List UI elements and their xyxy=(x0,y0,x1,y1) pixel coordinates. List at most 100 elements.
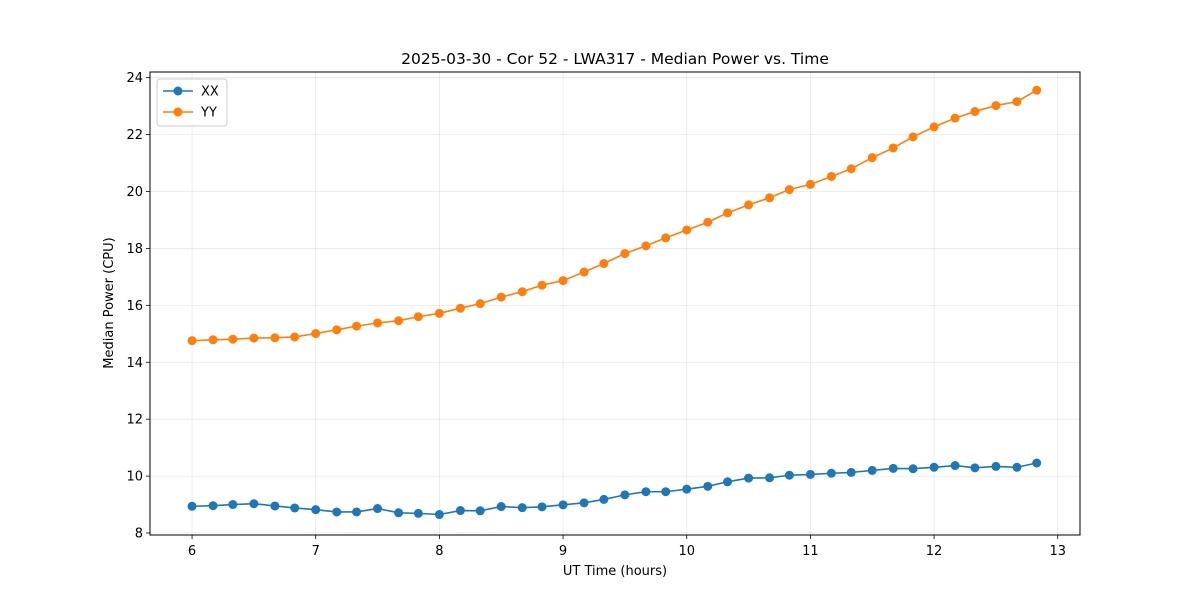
series-layer xyxy=(187,85,1042,520)
data-point-xx xyxy=(888,463,898,473)
data-point-xx xyxy=(187,501,197,511)
data-point-yy xyxy=(1032,85,1042,95)
data-point-yy xyxy=(537,280,547,290)
data-point-yy xyxy=(434,308,444,318)
data-point-yy xyxy=(784,185,794,195)
data-point-xx xyxy=(249,499,259,509)
x-tick-label: 7 xyxy=(312,544,320,559)
data-point-yy xyxy=(558,276,568,286)
data-point-yy xyxy=(765,193,775,203)
data-point-xx xyxy=(867,465,877,475)
data-point-yy xyxy=(290,332,300,342)
legend: XX YY xyxy=(156,78,228,127)
data-point-yy xyxy=(332,325,342,335)
data-point-xx xyxy=(373,504,383,514)
data-point-yy xyxy=(1012,97,1022,107)
data-point-xx xyxy=(661,487,671,497)
data-point-xx xyxy=(1012,462,1022,472)
data-point-xx xyxy=(599,494,609,504)
data-point-xx xyxy=(641,487,651,497)
data-point-yy xyxy=(888,143,898,153)
data-point-yy xyxy=(394,316,404,326)
data-point-yy xyxy=(496,292,506,302)
data-point-xx xyxy=(311,505,321,515)
data-point-xx xyxy=(537,502,547,512)
data-point-yy xyxy=(579,267,589,277)
data-point-xx xyxy=(723,477,733,487)
data-point-xx xyxy=(394,508,404,518)
x-tick-label: 12 xyxy=(926,544,943,559)
data-point-xx xyxy=(805,469,815,479)
data-point-xx xyxy=(475,506,485,516)
data-point-yy xyxy=(208,335,218,345)
data-point-yy xyxy=(929,122,939,132)
data-point-yy xyxy=(455,303,465,313)
data-point-xx xyxy=(1032,458,1042,468)
y-tick-label: 12 xyxy=(126,413,143,428)
data-point-yy xyxy=(950,113,960,123)
data-point-xx xyxy=(991,461,1001,471)
legend-marker-xx xyxy=(173,86,183,96)
x-tick-label: 13 xyxy=(1049,544,1066,559)
data-point-yy xyxy=(413,312,423,322)
x-tick-label: 8 xyxy=(435,544,443,559)
data-point-yy xyxy=(908,132,918,142)
x-axis-label: UT Time (hours) xyxy=(563,564,667,579)
y-tick-label: 22 xyxy=(126,128,143,143)
data-point-xx xyxy=(784,470,794,480)
data-point-yy xyxy=(703,217,713,227)
data-point-xx xyxy=(744,473,754,483)
data-point-xx xyxy=(558,500,568,510)
data-point-xx xyxy=(846,467,856,477)
data-point-yy xyxy=(187,336,197,346)
x-tick-label: 11 xyxy=(802,544,819,559)
data-point-yy xyxy=(517,287,527,297)
y-tick-label: 20 xyxy=(126,185,143,200)
data-point-yy xyxy=(682,225,692,235)
data-point-yy xyxy=(970,107,980,117)
legend-marker-yy xyxy=(173,107,183,117)
data-point-yy xyxy=(352,321,362,331)
data-point-yy xyxy=(744,200,754,210)
data-point-yy xyxy=(846,164,856,174)
x-tick-label: 9 xyxy=(559,544,567,559)
data-point-xx xyxy=(929,462,939,472)
y-tick-label: 10 xyxy=(126,470,143,485)
data-point-xx xyxy=(826,468,836,478)
data-point-xx xyxy=(703,481,713,491)
y-tick-label: 8 xyxy=(135,527,143,542)
legend-label-xx: XX xyxy=(201,85,219,100)
data-point-yy xyxy=(249,333,259,343)
data-point-xx xyxy=(765,473,775,483)
data-point-xx xyxy=(270,501,280,511)
x-tick-label: 10 xyxy=(678,544,695,559)
data-point-yy xyxy=(620,249,630,259)
data-point-xx xyxy=(413,508,423,518)
y-tick-label: 18 xyxy=(126,242,143,257)
data-point-xx xyxy=(352,507,362,517)
y-tick-label: 14 xyxy=(126,356,143,371)
data-point-yy xyxy=(991,101,1001,111)
data-point-yy xyxy=(641,241,651,251)
plot-frame xyxy=(149,71,1081,536)
ticks: 6 7 8 9 10 11 12 13 8 10 12 14 16 18 20 22 24 xyxy=(126,71,1066,559)
data-point-yy xyxy=(599,259,609,269)
y-axis-label: Median Power (CPU) xyxy=(102,237,117,368)
data-point-xx xyxy=(579,498,589,508)
data-point-xx xyxy=(455,506,465,516)
data-point-yy xyxy=(228,334,238,344)
data-point-yy xyxy=(867,153,877,163)
data-point-xx xyxy=(908,464,918,474)
legend-label-yy: YY xyxy=(200,106,217,121)
data-point-yy xyxy=(270,333,280,343)
data-point-xx xyxy=(682,484,692,494)
data-point-xx xyxy=(332,507,342,517)
data-point-xx xyxy=(950,461,960,471)
data-point-yy xyxy=(826,171,836,181)
data-point-xx xyxy=(290,503,300,513)
y-tick-label: 16 xyxy=(126,299,143,314)
data-point-yy xyxy=(311,329,321,339)
data-point-xx xyxy=(434,510,444,520)
grid xyxy=(150,72,1080,535)
